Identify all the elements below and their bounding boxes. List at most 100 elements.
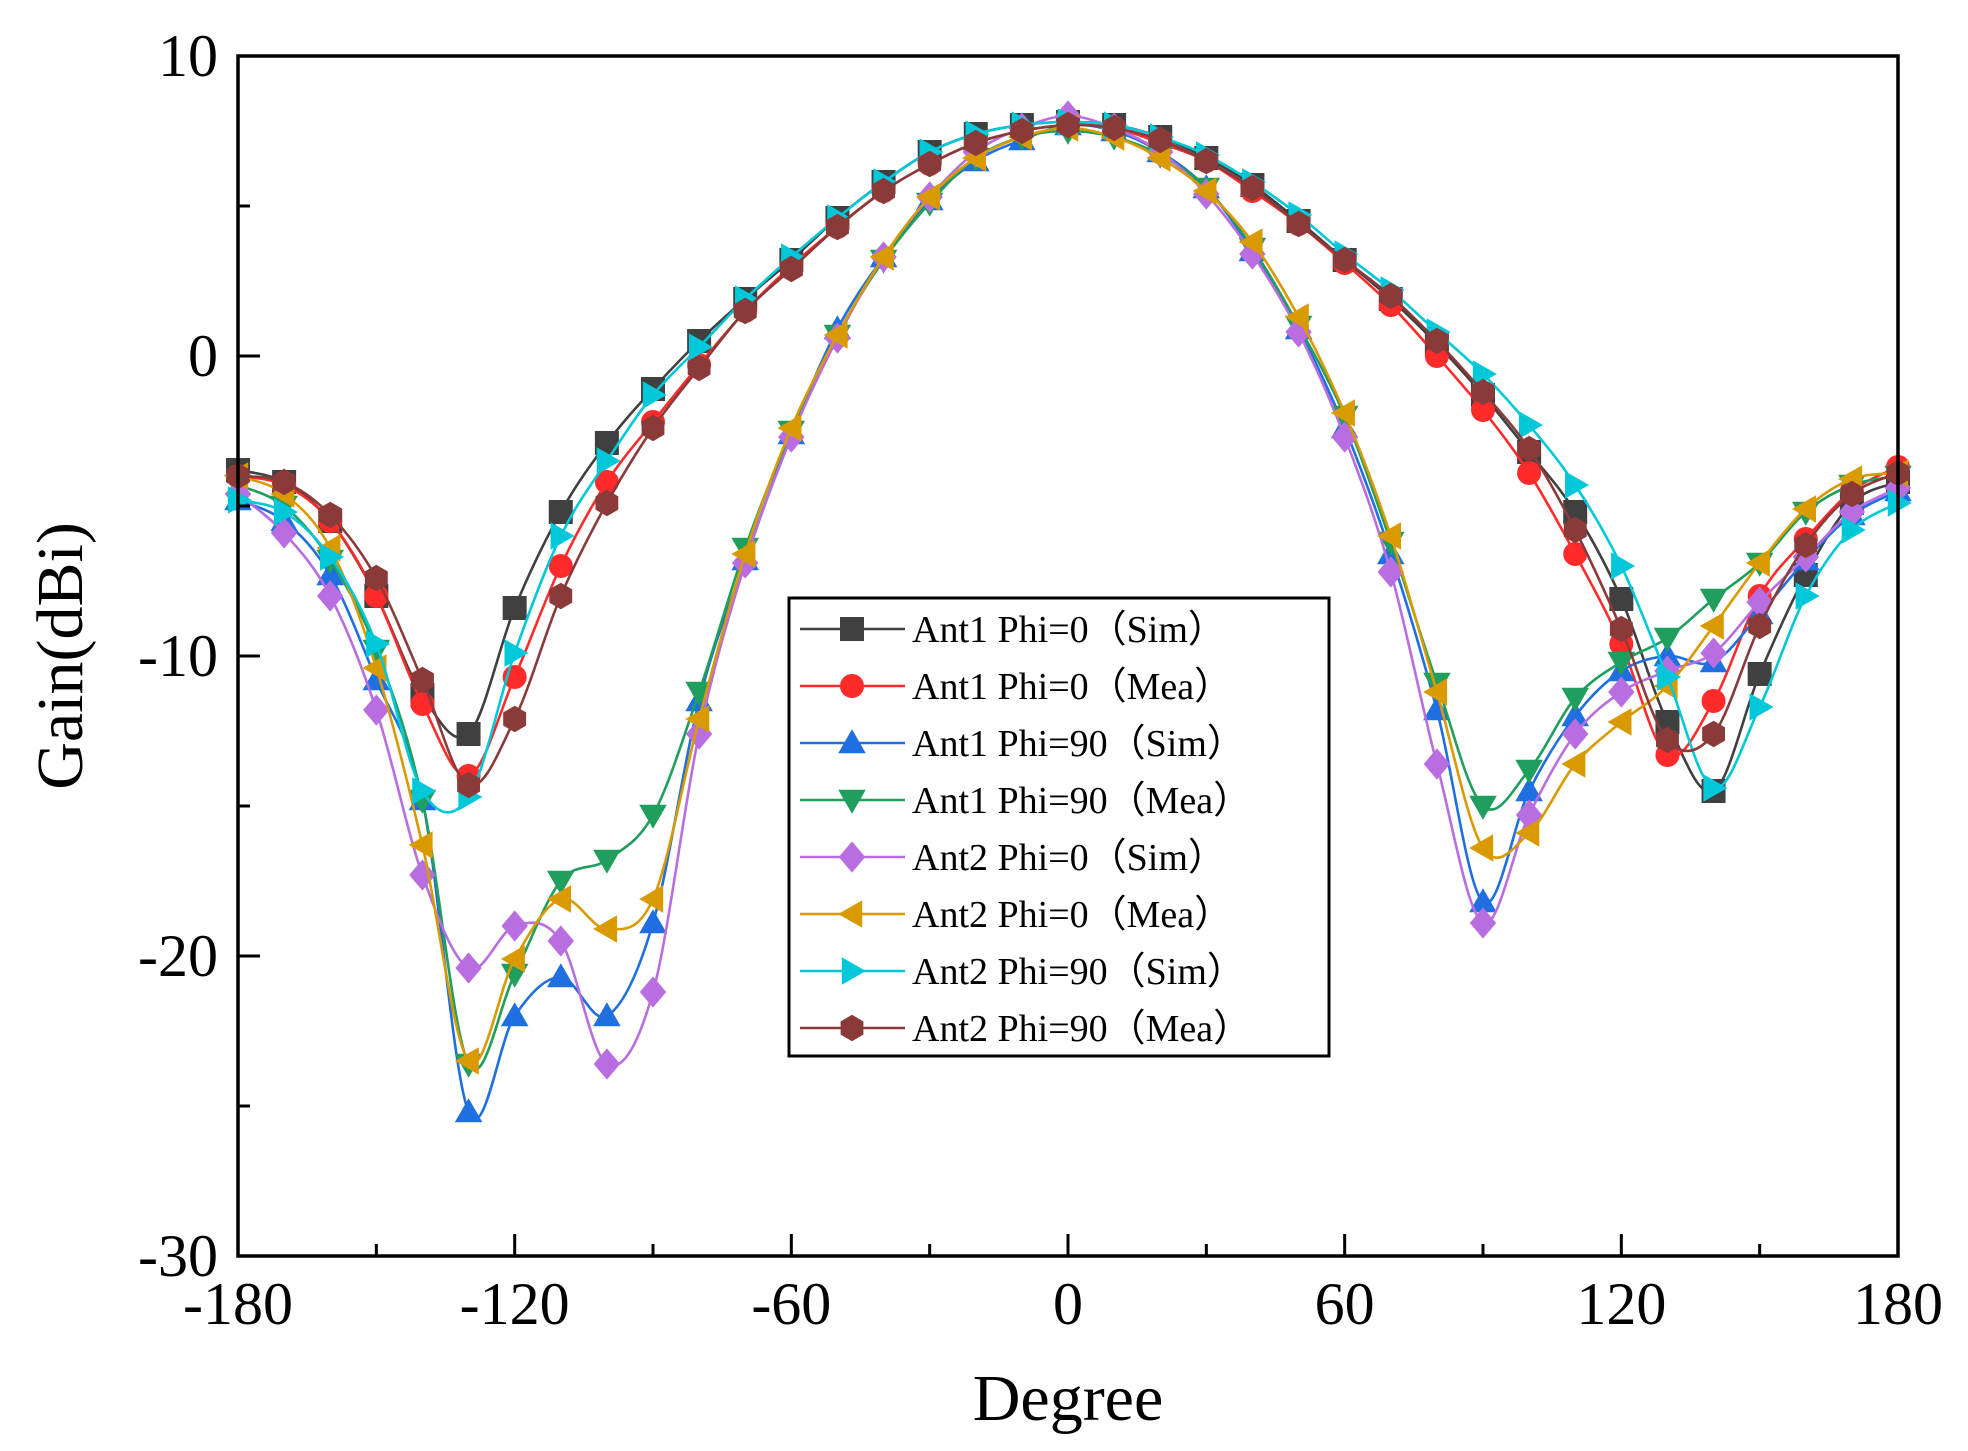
data-point	[777, 414, 802, 442]
data-point	[1656, 726, 1679, 754]
data-point	[595, 489, 619, 517]
data-point	[1841, 516, 1866, 544]
data-point	[1192, 177, 1217, 205]
x-tick-label: -120	[460, 1271, 570, 1337]
data-point	[1838, 496, 1866, 528]
data-point	[1701, 689, 1726, 713]
data-point	[1285, 316, 1312, 348]
data-point	[1609, 615, 1633, 643]
x-tick-label: 0	[1053, 1271, 1083, 1337]
data-point	[826, 213, 849, 241]
data-point	[408, 831, 433, 859]
x-tick-label: 180	[1853, 1271, 1943, 1337]
data-point	[1425, 327, 1449, 355]
legend-marker	[838, 900, 863, 928]
legend-marker	[838, 841, 866, 873]
data-point	[639, 885, 664, 913]
data-point	[1657, 663, 1682, 691]
legend-item: Ant2 Phi=0（Sim）	[800, 837, 1226, 879]
data-point	[1471, 378, 1495, 406]
data-point	[1377, 556, 1404, 588]
data-point	[1703, 774, 1728, 802]
data-point	[550, 522, 575, 550]
data-point	[227, 486, 252, 514]
legend: Ant1 Phi=0（Sim） Ant1 Phi=0（Mea） Ant1 Phi=9…	[787, 596, 1331, 1058]
data-point	[1515, 799, 1543, 831]
legend-marker	[840, 1014, 864, 1042]
data-point	[1056, 111, 1080, 139]
y-tick-label: -30	[138, 1223, 218, 1289]
data-point	[1653, 627, 1682, 652]
data-point	[731, 540, 756, 568]
axis-ticks: -180 -120 -60 0 60 120 180 10 0 -10 -20 -30	[138, 23, 1943, 1337]
data-point	[1515, 819, 1540, 847]
data-point	[320, 543, 344, 571]
legend-item: Ant2 Phi=90（Mea）	[800, 1008, 1251, 1050]
y-tick-label: -20	[138, 923, 218, 989]
data-point	[1469, 834, 1494, 862]
data-point	[918, 150, 942, 178]
data-point	[1287, 210, 1310, 238]
data-point	[593, 849, 621, 874]
data-point	[549, 582, 573, 610]
x-tick-label: -180	[183, 1271, 293, 1337]
data-point	[500, 945, 525, 973]
series-layer	[224, 100, 1912, 1123]
data-point	[641, 414, 665, 442]
y-axis-title: Gain(dBi)	[24, 522, 97, 790]
data-point	[457, 771, 480, 799]
data-point	[1238, 228, 1263, 256]
data-point	[1331, 421, 1358, 453]
data-point	[1517, 435, 1541, 463]
x-axis-title: Degree	[973, 1362, 1164, 1435]
data-point	[1469, 795, 1497, 820]
data-point	[362, 654, 387, 682]
data-point	[456, 722, 481, 746]
data-point	[1377, 522, 1401, 550]
data-point	[270, 517, 298, 549]
x-tick-label: -60	[751, 1271, 831, 1337]
data-point	[455, 952, 482, 984]
data-point	[872, 177, 895, 205]
data-point	[732, 547, 759, 579]
data-point	[1330, 399, 1355, 427]
data-point	[593, 1002, 621, 1027]
data-point	[1840, 480, 1864, 508]
x-tick-label: 60	[1315, 1271, 1375, 1337]
data-point	[366, 630, 391, 658]
data-point	[272, 468, 296, 496]
data-point	[733, 297, 757, 325]
data-point	[317, 580, 344, 612]
data-point	[548, 554, 573, 578]
data-point	[1747, 662, 1772, 686]
data-point	[869, 243, 894, 271]
data-point	[1562, 718, 1589, 750]
data-point	[500, 1002, 529, 1027]
data-point	[593, 915, 618, 943]
data-point	[1563, 542, 1588, 566]
legend-label: Ant2 Phi=0（Mea）	[912, 894, 1232, 936]
data-point	[1699, 588, 1728, 613]
legend-item: Ant1 Phi=0（Mea）	[800, 666, 1232, 708]
data-point	[593, 1048, 621, 1080]
data-point	[1745, 549, 1770, 577]
data-point	[1010, 117, 1034, 145]
data-point	[1471, 398, 1495, 422]
legend-label: Ant2 Phi=90（Mea）	[912, 1008, 1251, 1050]
data-point	[685, 705, 710, 733]
data-point	[1379, 282, 1403, 310]
data-point	[547, 925, 574, 957]
data-point	[1746, 586, 1773, 618]
data-point	[1517, 461, 1542, 485]
x-tick-label: 120	[1576, 1271, 1666, 1337]
legend-label: Ant1 Phi=90（Mea）	[912, 780, 1251, 822]
data-point	[1702, 720, 1725, 748]
data-point	[547, 963, 575, 988]
data-point	[1699, 612, 1724, 640]
legend-marker	[838, 729, 866, 754]
data-point	[915, 183, 940, 211]
data-point	[1607, 651, 1636, 676]
data-point	[412, 777, 437, 805]
data-point	[1794, 531, 1818, 559]
data-point	[502, 596, 527, 620]
